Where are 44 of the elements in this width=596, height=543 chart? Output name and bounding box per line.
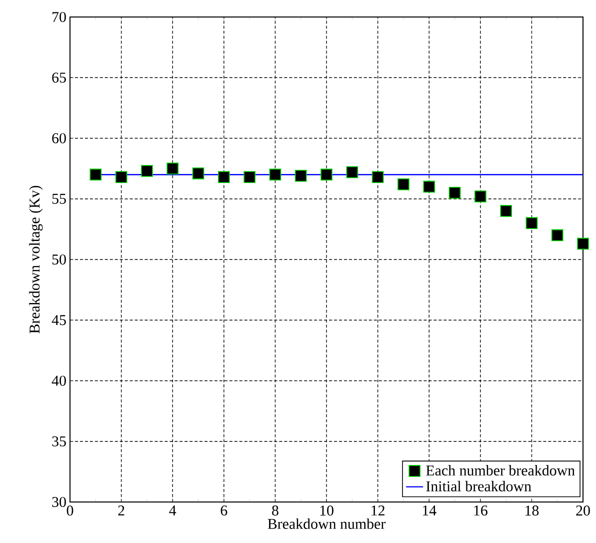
legend-label: Initial breakdown bbox=[426, 480, 532, 492]
point bbox=[115, 171, 128, 183]
point bbox=[474, 190, 486, 202]
x-tick-label: 10 bbox=[320, 506, 334, 516]
point bbox=[141, 165, 153, 177]
point bbox=[526, 217, 538, 230]
x-tick-label: 4 bbox=[169, 506, 176, 516]
point bbox=[320, 168, 332, 181]
x-tick-label: 16 bbox=[474, 506, 488, 516]
x-tick-label: 0 bbox=[66, 506, 74, 516]
y-tick-label: 65 bbox=[52, 72, 66, 83]
point bbox=[423, 180, 436, 193]
y-tick-label: 60 bbox=[52, 133, 66, 144]
point bbox=[372, 171, 384, 183]
legend-label: Each number breakdown bbox=[426, 465, 575, 476]
x-tick-label: 18 bbox=[526, 506, 539, 516]
x-tick-label: 8 bbox=[272, 506, 278, 516]
y-tick-label: 40 bbox=[52, 376, 66, 386]
y-tick-label: 55 bbox=[52, 194, 66, 204]
point bbox=[448, 186, 461, 199]
x-tick-label: 14 bbox=[422, 506, 436, 516]
point bbox=[90, 168, 102, 181]
point bbox=[192, 167, 204, 180]
x-tick-label: 20 bbox=[576, 506, 590, 516]
point bbox=[577, 238, 589, 250]
x-axis-title: Breakdown number bbox=[268, 518, 386, 529]
x-tick-label: 2 bbox=[118, 506, 124, 516]
point bbox=[294, 170, 307, 182]
y-tick-label: 45 bbox=[52, 315, 66, 326]
y-tick-label: 35 bbox=[52, 436, 66, 446]
point bbox=[166, 162, 179, 174]
y-tick-label: 50 bbox=[52, 254, 66, 265]
x-tick-label: 12 bbox=[372, 506, 384, 516]
point bbox=[269, 168, 282, 181]
x-tick-label: 6 bbox=[220, 506, 228, 516]
point bbox=[346, 166, 358, 178]
point bbox=[500, 205, 512, 217]
point bbox=[398, 178, 410, 190]
point bbox=[244, 171, 256, 183]
y-axis-title: Breakdown voltage (Kv) bbox=[29, 186, 43, 334]
point bbox=[551, 229, 564, 242]
y-tick-label: 70 bbox=[52, 12, 66, 22]
y-tick-label: 30 bbox=[52, 496, 66, 508]
point bbox=[218, 171, 230, 183]
